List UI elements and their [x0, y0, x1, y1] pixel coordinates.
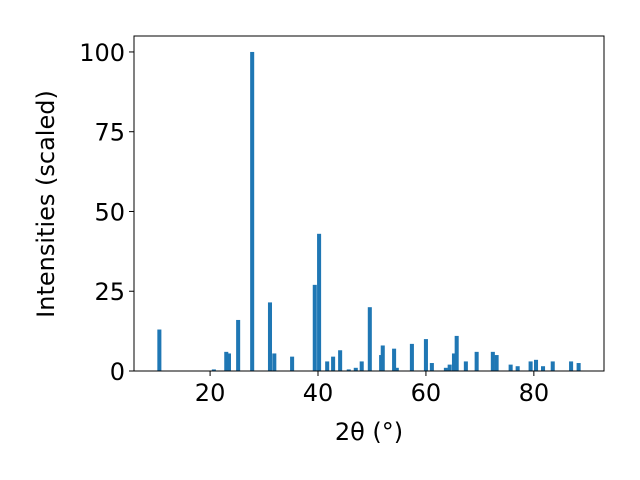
bar — [331, 356, 336, 371]
y-axis-label: Intensities (scaled) — [32, 90, 60, 318]
x-tick-label: 60 — [411, 379, 442, 407]
bar — [346, 369, 351, 371]
bar — [226, 353, 231, 371]
bar — [157, 329, 162, 371]
bar — [474, 351, 479, 371]
bar — [490, 351, 495, 371]
bar — [515, 366, 520, 371]
bar — [290, 356, 295, 371]
x-tick-label: 40 — [303, 379, 334, 407]
bar — [508, 364, 513, 371]
bar — [380, 345, 385, 371]
bar — [576, 363, 581, 371]
bar — [317, 233, 322, 371]
bar — [267, 302, 273, 371]
bar — [325, 361, 330, 371]
bar — [392, 348, 397, 371]
y-tick-label: 75 — [94, 119, 125, 147]
bar — [367, 307, 372, 371]
bar — [463, 361, 468, 371]
bar — [429, 363, 434, 371]
bar — [569, 361, 574, 371]
bar — [451, 353, 457, 371]
bar — [454, 335, 459, 371]
bar — [224, 351, 229, 371]
y-tick-label: 0 — [110, 358, 125, 386]
y-tick-label: 50 — [94, 198, 125, 226]
bar — [211, 369, 216, 371]
bar — [533, 359, 539, 371]
bar — [236, 319, 241, 371]
bar — [272, 353, 277, 371]
bar — [353, 367, 358, 371]
bar — [409, 343, 414, 371]
bar — [447, 364, 452, 371]
plot-frame — [133, 35, 605, 372]
bar — [423, 339, 428, 371]
bar — [443, 367, 448, 371]
y-tick-label: 100 — [79, 39, 125, 67]
bar — [359, 361, 364, 371]
bar — [312, 284, 317, 371]
bar — [494, 355, 499, 371]
x-tick-label: 80 — [519, 379, 550, 407]
bar — [394, 367, 399, 371]
y-tick-label: 25 — [94, 278, 125, 306]
bar — [528, 361, 533, 371]
bar — [338, 350, 343, 371]
x-axis-label: 2θ (°) — [335, 418, 403, 446]
x-tick-label: 20 — [195, 379, 226, 407]
bar — [541, 366, 546, 371]
bar — [550, 361, 555, 371]
bar — [250, 51, 255, 371]
